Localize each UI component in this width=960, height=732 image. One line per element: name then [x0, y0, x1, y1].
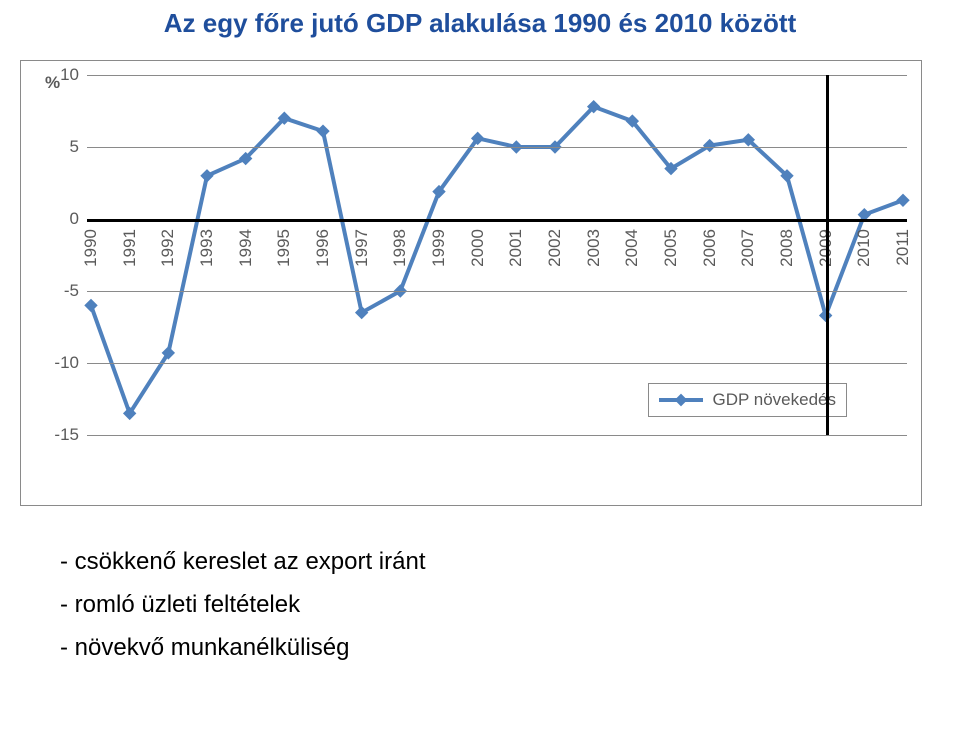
legend: GDP növekedés: [648, 383, 847, 417]
chart-box: % GDP növekedés -15 -10 -5 0 5 10 1990 1991 1992…: [20, 60, 922, 506]
y-tick-label: 0: [70, 209, 87, 229]
y-tick-label: 10: [60, 65, 87, 85]
gridline: [87, 291, 907, 292]
x-tick-label: 1990: [81, 229, 101, 267]
gridline: [87, 363, 907, 364]
bullet-item: - növekvő munkanélküliség: [60, 626, 426, 669]
x-tick-label: 1993: [197, 229, 217, 267]
x-tick-label: 1992: [158, 229, 178, 267]
x-tick-label: 1996: [313, 229, 333, 267]
x-tick-label: 2004: [622, 229, 642, 267]
x-tick-label: 2002: [545, 229, 565, 267]
data-marker: [317, 125, 329, 137]
y-tick-label: -10: [54, 353, 87, 373]
plot-area: % GDP növekedés -15-10-50510199019911992…: [87, 75, 907, 435]
legend-label: GDP növekedés: [713, 390, 836, 410]
gridline: [87, 75, 907, 76]
y-axis-title: %: [45, 73, 60, 93]
data-marker: [201, 170, 213, 182]
x-tick-label: 2005: [661, 229, 681, 267]
data-marker: [85, 299, 97, 311]
zero-line: [87, 219, 907, 222]
gridline: [87, 147, 907, 148]
x-tick-label: 2006: [700, 229, 720, 267]
x-tick-label: 1995: [274, 229, 294, 267]
x-tick-label: 2011: [893, 229, 913, 266]
x-tick-label: 1997: [352, 229, 372, 267]
legend-swatch: [659, 393, 703, 407]
x-tick-label: 2007: [738, 229, 758, 267]
reference-vline: [826, 75, 829, 435]
x-tick-label: 1999: [429, 229, 449, 267]
x-tick-label: 1991: [120, 229, 140, 267]
x-tick-label: 1994: [236, 229, 256, 267]
bullet-item: - csökkenő kereslet az export iránt: [60, 540, 426, 583]
slide-page: Az egy főre jutó GDP alakulása 1990 és 2…: [0, 0, 960, 732]
y-tick-label: 5: [70, 137, 87, 157]
y-tick-label: -15: [54, 425, 87, 445]
x-tick-label: 1998: [390, 229, 410, 267]
y-tick-label: -5: [64, 281, 87, 301]
chart-title: Az egy főre jutó GDP alakulása 1990 és 2…: [0, 0, 960, 39]
x-tick-label: 2008: [777, 229, 797, 267]
gridline: [87, 435, 907, 436]
bullet-item: - romló üzleti feltételek: [60, 583, 426, 626]
x-tick-label: 2003: [584, 229, 604, 267]
bullet-list: - csökkenő kereslet az export iránt - ro…: [60, 540, 426, 670]
x-tick-label: 2010: [854, 229, 874, 267]
x-tick-label: 2000: [468, 229, 488, 267]
data-marker: [897, 194, 909, 206]
x-tick-label: 2001: [506, 229, 526, 267]
